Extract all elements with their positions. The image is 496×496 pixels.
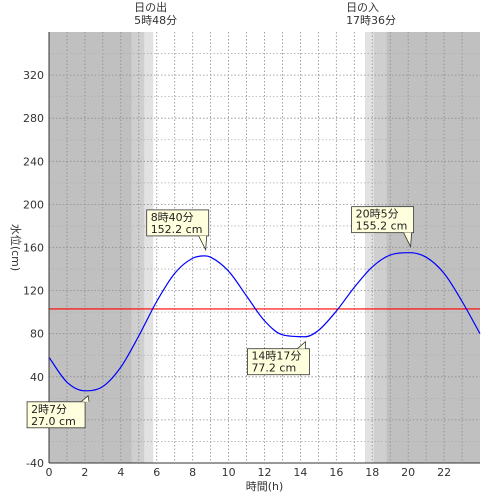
x-tick-label: 16	[329, 466, 343, 479]
y-tick-label: 80	[30, 328, 44, 341]
x-tick-label: 4	[117, 466, 124, 479]
dusk-twilight-band	[365, 32, 375, 463]
callout-pointer-outline	[80, 395, 90, 403]
y-tick-label: 240	[23, 155, 44, 168]
x-tick-label: 6	[153, 466, 160, 479]
callout-value: 77.2 cm	[251, 362, 296, 375]
y-tick-label: 160	[23, 242, 44, 255]
callout-value: 152.2 cm	[151, 223, 203, 236]
y-tick-label: 40	[30, 371, 44, 384]
x-tick-label: 8	[189, 466, 196, 479]
callout-pointer-outline	[198, 235, 208, 252]
sunrise-time: 5時48分	[134, 14, 177, 27]
x-tick-label: 18	[365, 466, 379, 479]
dawn-twilight-band	[144, 32, 154, 463]
sunrise-label: 日の出	[134, 0, 167, 14]
callout-box	[351, 206, 415, 234]
y-tick-label: 320	[23, 69, 44, 82]
callout-pointer-outline	[403, 232, 413, 249]
x-tick-label: 20	[401, 466, 415, 479]
y-tick-label: 200	[23, 198, 44, 211]
callout-time: 8時40分	[151, 211, 194, 224]
callout-value: 27.0 cm	[31, 415, 76, 428]
y-tick-label: 120	[23, 285, 44, 298]
x-tick-label: 14	[293, 466, 307, 479]
x-tick-label: 0	[46, 466, 53, 479]
callout-box	[146, 209, 210, 237]
x-tick-label: 10	[222, 466, 236, 479]
callout-box	[247, 348, 310, 376]
x-tick-label: 12	[258, 466, 272, 479]
callout-value: 155.2 cm	[356, 220, 408, 233]
y-tick-label: -40	[26, 457, 44, 470]
dusk-twilight-band	[374, 32, 387, 463]
callout-pointer-outline	[297, 340, 306, 350]
callout-time: 2時7分	[31, 403, 67, 416]
sunset-label: 日の入	[346, 1, 379, 14]
x-tick-label: 22	[437, 466, 451, 479]
x-axis-title: 時間(h)	[246, 480, 284, 493]
y-tick-label: 280	[23, 112, 44, 125]
sunset-time: 17時36分	[346, 14, 396, 27]
y-axis-title: 水位(cm)	[9, 224, 23, 271]
callout-box	[26, 401, 86, 429]
callout-time: 20時5分	[356, 208, 399, 221]
callout-time: 14時17分	[251, 350, 301, 363]
x-tick-label: 2	[81, 466, 88, 479]
tide-series-line	[48, 252, 481, 392]
